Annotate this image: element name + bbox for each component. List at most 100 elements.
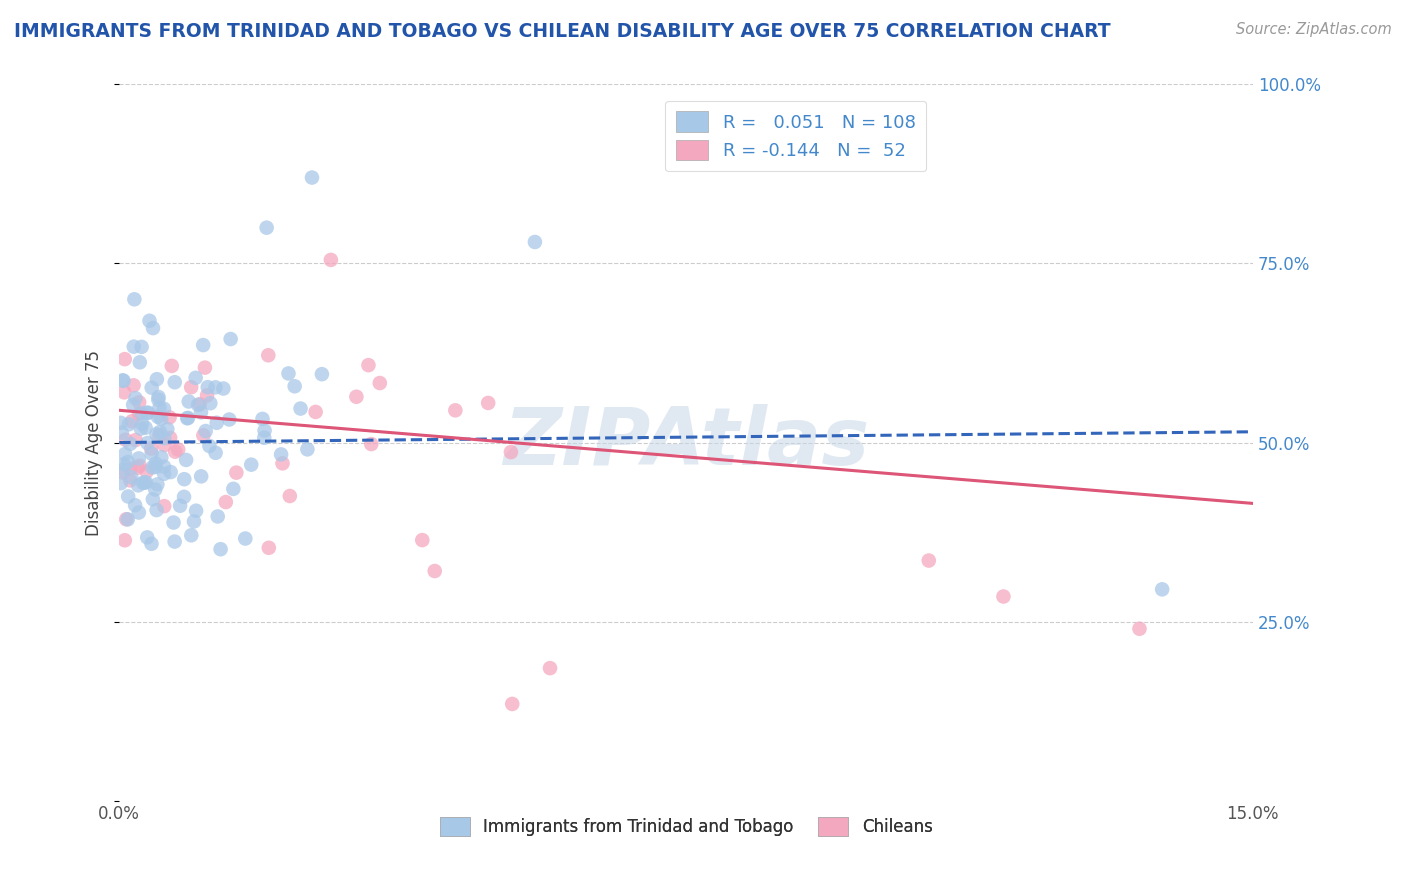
Point xyxy=(1128,622,1150,636)
Point xyxy=(219,332,242,346)
Point xyxy=(190,469,212,483)
Point xyxy=(145,457,167,471)
Point xyxy=(284,379,307,393)
Point xyxy=(117,512,139,526)
Point xyxy=(128,395,150,409)
Text: ZIPAtlas: ZIPAtlas xyxy=(503,403,869,482)
Point xyxy=(357,358,380,372)
Point xyxy=(143,483,166,497)
Point xyxy=(253,424,276,438)
Point xyxy=(112,462,135,476)
Point xyxy=(257,348,280,362)
Point xyxy=(167,442,190,457)
Point xyxy=(131,417,153,431)
Point xyxy=(153,431,176,445)
Point xyxy=(114,447,136,461)
Point xyxy=(114,533,136,548)
Point xyxy=(344,390,367,404)
Point xyxy=(204,446,226,460)
Point xyxy=(136,530,159,544)
Point xyxy=(194,360,217,375)
Point xyxy=(121,414,143,428)
Point xyxy=(128,451,150,466)
Point xyxy=(149,425,172,439)
Point xyxy=(993,590,1015,604)
Point xyxy=(159,431,181,445)
Point xyxy=(499,445,522,459)
Point xyxy=(150,412,173,426)
Point xyxy=(197,380,219,394)
Point xyxy=(125,433,148,447)
Point xyxy=(112,458,135,472)
Point xyxy=(115,512,138,526)
Point xyxy=(122,340,145,354)
Point xyxy=(257,541,280,555)
Point xyxy=(200,396,222,410)
Point xyxy=(124,498,146,512)
Point xyxy=(148,401,170,415)
Point xyxy=(122,378,145,392)
Point xyxy=(117,490,139,504)
Point xyxy=(127,460,149,475)
Point xyxy=(112,374,135,388)
Point xyxy=(195,388,218,402)
Point xyxy=(148,390,170,404)
Point xyxy=(187,398,209,412)
Point xyxy=(136,406,159,420)
Point xyxy=(110,476,132,491)
Point xyxy=(142,492,165,507)
Point xyxy=(163,376,186,390)
Point xyxy=(538,661,561,675)
Point xyxy=(256,220,278,235)
Point xyxy=(128,407,150,421)
Point xyxy=(117,455,139,469)
Point xyxy=(111,425,134,440)
Point xyxy=(112,466,135,480)
Point xyxy=(146,372,169,386)
Point xyxy=(270,447,292,461)
Point xyxy=(188,397,211,411)
Point xyxy=(218,412,240,426)
Point xyxy=(180,380,202,394)
Point xyxy=(918,553,941,567)
Point xyxy=(222,482,245,496)
Point xyxy=(173,490,195,504)
Point xyxy=(122,398,145,412)
Point xyxy=(290,401,312,416)
Point xyxy=(142,321,165,335)
Text: IMMIGRANTS FROM TRINIDAD AND TOBAGO VS CHILEAN DISABILITY AGE OVER 75 CORRELATIO: IMMIGRANTS FROM TRINIDAD AND TOBAGO VS C… xyxy=(14,22,1111,41)
Point xyxy=(135,475,157,490)
Point xyxy=(159,410,181,425)
Point xyxy=(146,477,169,491)
Point xyxy=(360,437,382,451)
Point xyxy=(215,495,238,509)
Point xyxy=(128,355,150,369)
Point xyxy=(131,340,153,354)
Point xyxy=(212,382,235,396)
Point xyxy=(444,403,467,417)
Point xyxy=(177,411,200,425)
Point xyxy=(141,447,163,461)
Point xyxy=(169,499,191,513)
Point xyxy=(156,422,179,436)
Point xyxy=(129,422,152,436)
Point xyxy=(145,427,167,442)
Point xyxy=(311,367,333,381)
Point xyxy=(368,376,391,390)
Point xyxy=(120,474,142,488)
Point xyxy=(271,456,294,470)
Point xyxy=(184,371,207,385)
Point xyxy=(120,461,142,475)
Point xyxy=(198,439,221,453)
Point xyxy=(145,459,167,474)
Point xyxy=(477,396,499,410)
Point xyxy=(207,509,229,524)
Point xyxy=(173,472,195,486)
Point xyxy=(124,391,146,405)
Point xyxy=(277,367,299,381)
Point xyxy=(501,697,523,711)
Point xyxy=(134,475,156,490)
Point xyxy=(153,459,176,474)
Point xyxy=(193,428,215,442)
Point xyxy=(141,381,163,395)
